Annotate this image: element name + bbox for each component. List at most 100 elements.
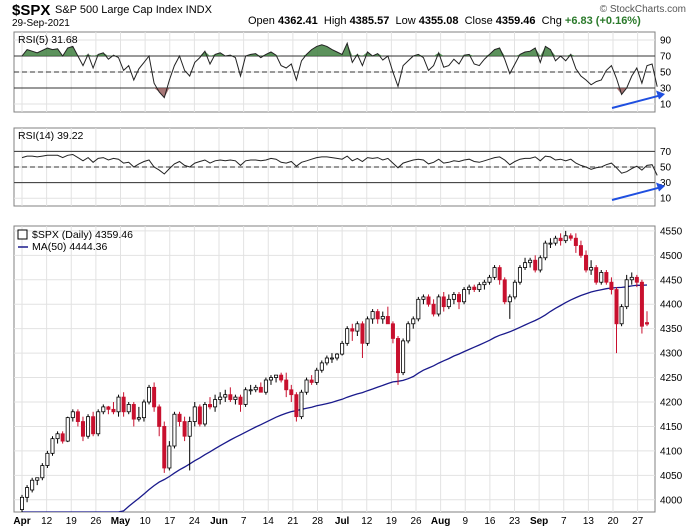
candle-body	[467, 286, 472, 290]
candle-body	[202, 404, 207, 425]
candle-body	[238, 396, 243, 405]
candle-body	[487, 276, 492, 283]
candle-body	[309, 379, 314, 383]
candle-body	[45, 452, 50, 466]
candle-body	[517, 267, 522, 283]
rsi5-overbought-fill	[22, 43, 658, 56]
candle-body	[126, 404, 131, 413]
price-tick-label: 4200	[660, 398, 683, 409]
candle-body	[340, 342, 345, 355]
candle-body	[324, 357, 329, 364]
candle-body	[86, 416, 91, 437]
rsi14-tick-label: 50	[660, 163, 672, 174]
rsi14-tick-label: 10	[660, 194, 672, 205]
candle-body	[136, 417, 141, 420]
candle-body	[228, 394, 233, 400]
rsi5-trend-arrowhead	[656, 90, 665, 100]
candle-body	[233, 396, 238, 400]
ma50-line	[22, 284, 648, 512]
price-tick-label: 4050	[660, 471, 683, 482]
price-tick-label: 4000	[660, 495, 683, 506]
candle-body	[294, 394, 299, 418]
candle-body	[253, 386, 258, 391]
price-tick-label: 4450	[660, 275, 683, 286]
rsi14-line	[21, 153, 658, 176]
candle-body	[299, 391, 304, 418]
candle-body	[131, 404, 136, 420]
candle-body	[182, 421, 187, 437]
candle-body	[314, 369, 319, 383]
candle-body	[528, 259, 533, 264]
x-tick-label: 21	[287, 516, 299, 527]
candle-body	[629, 276, 634, 281]
candle-body	[319, 362, 324, 371]
rsi14-trend-arrowhead	[656, 182, 665, 192]
candle-body	[80, 421, 85, 437]
candle-body	[502, 279, 507, 303]
price-tick-label: 4550	[660, 226, 683, 237]
chg-label: Chg	[541, 15, 562, 27]
candle-body	[350, 328, 355, 332]
candle-body	[335, 353, 340, 359]
candle-body	[208, 404, 213, 408]
candle-body	[599, 272, 604, 283]
candle-body	[65, 417, 70, 442]
candle-body	[177, 413, 182, 422]
candle-body	[426, 296, 431, 305]
x-tick-label: 16	[484, 516, 496, 527]
candle-body	[50, 438, 55, 454]
x-tick-label: 13	[583, 516, 595, 527]
price-tick-label: 4400	[660, 300, 683, 311]
candle-body	[482, 281, 487, 286]
candle-body	[553, 237, 558, 244]
candle-body	[370, 311, 375, 320]
candle-body	[111, 408, 116, 413]
x-tick-label: 9	[462, 516, 468, 527]
rsi5-tick-label: 90	[660, 36, 672, 47]
candle-body	[507, 296, 512, 303]
rsi5-tick-label: 10	[660, 100, 672, 111]
candle-body	[573, 237, 578, 246]
candle-body	[497, 267, 502, 281]
candle-body	[289, 389, 294, 396]
candle-body	[329, 357, 334, 360]
x-tick-label: Sep	[530, 516, 548, 527]
rsi5-tick-label: 70	[660, 52, 672, 63]
candle-body	[538, 257, 543, 271]
candle-body	[192, 406, 197, 422]
candle-body	[548, 242, 553, 245]
candle-body	[121, 396, 126, 413]
symbol-description: S&P 500 Large Cap Index INDX	[55, 4, 212, 16]
low-label: Low	[395, 15, 416, 27]
candle-body	[55, 433, 60, 440]
candle-body	[533, 259, 538, 271]
ohlc-readout: Open 4362.41 High 4385.57 Low 4355.08 Cl…	[248, 15, 641, 27]
candle-body	[258, 386, 263, 393]
candle-body	[152, 386, 157, 408]
candle-body	[355, 323, 360, 332]
x-tick-label: 12	[41, 516, 53, 527]
candle-body	[578, 245, 583, 256]
candle-body	[385, 316, 390, 325]
candle-body	[634, 276, 639, 283]
candle-body	[543, 242, 548, 259]
candle-body	[558, 237, 563, 242]
candle-body	[274, 374, 279, 378]
x-tick-label: 14	[263, 516, 275, 527]
candle-body	[365, 318, 370, 344]
candle-body	[614, 289, 619, 325]
candle-body	[639, 281, 644, 327]
candle-body	[456, 294, 461, 303]
candle-body	[421, 296, 426, 300]
high-label: High	[323, 15, 347, 27]
candle-body	[584, 254, 589, 271]
candle-body	[284, 379, 289, 391]
x-tick-label: 26	[410, 516, 422, 527]
candle-body	[360, 323, 365, 344]
candle-body	[30, 479, 35, 491]
candle-body	[243, 389, 248, 405]
open-label: Open	[248, 15, 275, 27]
x-tick-label: 7	[561, 516, 567, 527]
rsi5-line	[21, 41, 658, 99]
